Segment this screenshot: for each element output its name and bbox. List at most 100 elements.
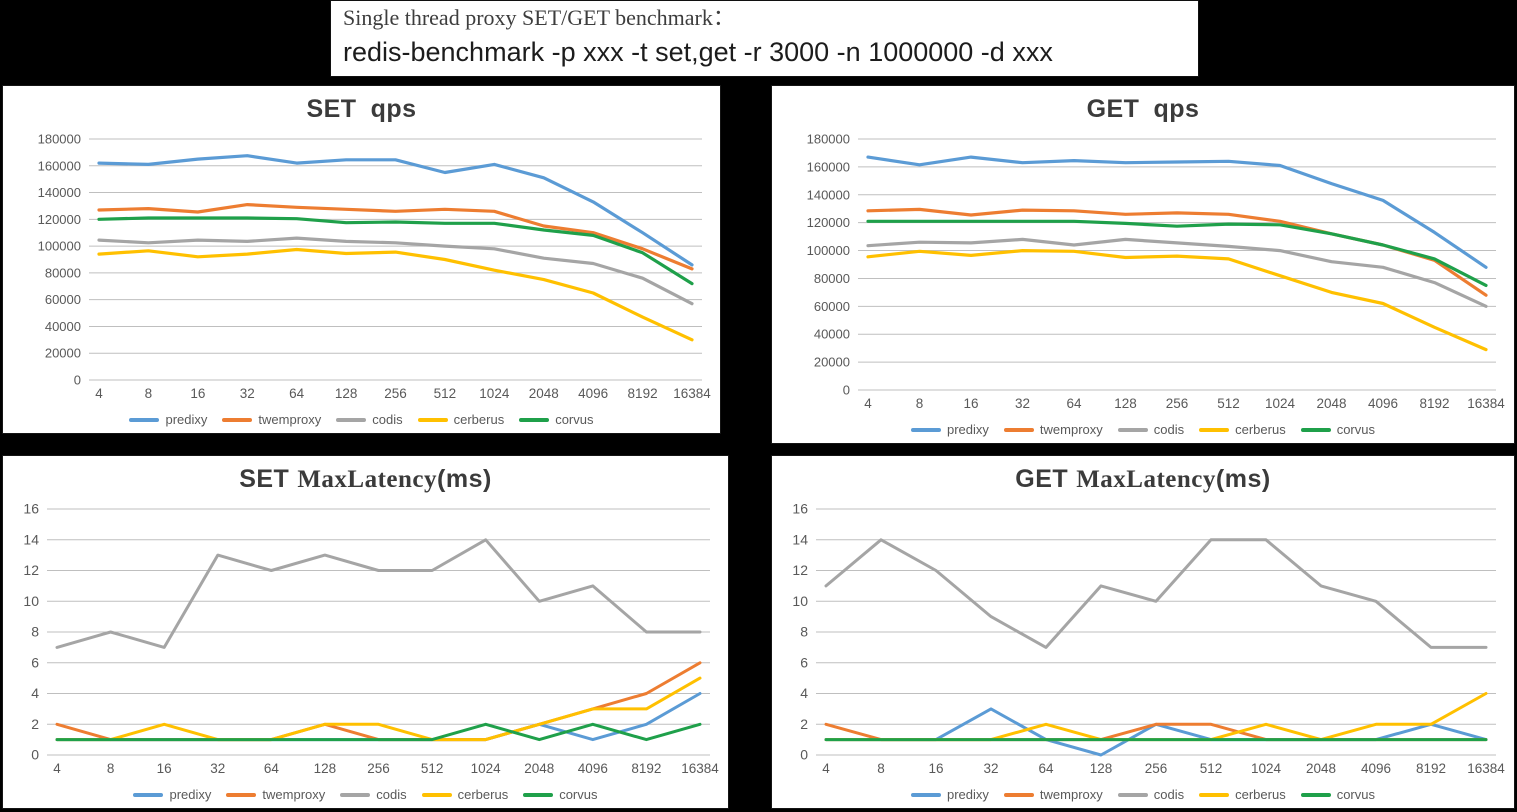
get-qps-svg: 0 20000 40000 60000 80000 100000 120000 140000 1… <box>807 132 1506 412</box>
x-axis-tick-label: 1024 <box>1265 396 1296 411</box>
y-axis-tick-label: 20000 <box>814 355 850 370</box>
twemproxy-legend-label: twemproxy <box>1039 422 1103 437</box>
y-axis-tick-label: 40000 <box>814 327 850 342</box>
series-line-corvus <box>97 216 694 286</box>
x-axis-tick-label: 4 <box>53 761 61 776</box>
y-axis-tick-label: 120000 <box>38 212 81 227</box>
twemproxy-legend-swatch <box>1003 792 1034 797</box>
y-axis-tick-label: 8 <box>31 624 39 640</box>
y-axis-tick-label: 4 <box>800 685 808 701</box>
x-axis-tick-label: 256 <box>1166 396 1189 411</box>
set-qps-svg: 0 20000 40000 60000 80000 100000 120000 140000 1… <box>38 132 712 402</box>
twemproxy-legend-swatch <box>1003 427 1034 432</box>
legend-item-corvus: corvus <box>1300 787 1375 802</box>
chart-title-prefix: SET <box>306 95 357 123</box>
codis-legend-label: codis <box>1153 422 1185 437</box>
set-maxlatency-legend: predixy twemproxy codis cerberus corvus <box>3 781 728 808</box>
x-axis-tick-label: 2048 <box>529 386 559 401</box>
x-axis-tick-label: 16384 <box>1467 761 1505 776</box>
y-axis-tick-label: 80000 <box>45 265 81 280</box>
series-line-predixy <box>866 155 1488 269</box>
get-qps-chart-title: GET qps <box>772 86 1514 129</box>
series-line-twemproxy <box>97 202 694 271</box>
y-axis-tick-label: 0 <box>31 747 39 763</box>
y-axis-tick-label: 16 <box>792 501 808 517</box>
cerberus-legend-label: cerberus <box>457 787 509 802</box>
x-axis-tick-label: 4096 <box>1361 761 1391 776</box>
x-axis-tick-label: 8 <box>107 761 115 776</box>
x-axis-tick-label: 1024 <box>479 386 510 401</box>
x-axis-tick-label: 512 <box>1200 761 1223 776</box>
x-axis-tick-label: 32 <box>240 386 255 401</box>
y-axis-tick-label: 40000 <box>45 319 81 334</box>
set-qps-legend: predixy twemproxy codis cerberus corvus <box>3 406 720 433</box>
series-line-codis <box>824 538 1488 649</box>
chart-title-suffix: (ms) <box>1215 465 1271 493</box>
get-qps-plot-area: 0 20000 40000 60000 80000 100000 120000 140000 1… <box>772 129 1514 416</box>
x-axis-tick-label: 8192 <box>1416 761 1446 776</box>
chart-title-mid: MaxLatency <box>297 466 438 493</box>
legend-item-twemproxy: twemproxy <box>1003 422 1103 437</box>
cerberus-legend-label: cerberus <box>1235 422 1286 437</box>
x-axis-tick-label: 256 <box>384 386 407 401</box>
y-axis-tick-label: 10 <box>23 593 39 609</box>
benchmark-title-box: Single thread proxy SET/GET benchmark： r… <box>330 0 1199 77</box>
x-axis-tick-label: 4 <box>864 396 872 411</box>
legend-item-corvus: corvus <box>523 787 598 802</box>
x-axis-tick-label: 128 <box>335 386 358 401</box>
x-axis-tick-label: 512 <box>434 386 457 401</box>
codis-legend-swatch <box>336 417 367 422</box>
x-axis-tick-label: 64 <box>289 386 305 401</box>
y-axis-tick-label: 16 <box>23 501 39 517</box>
legend-item-cerberus: cerberus <box>1199 422 1286 437</box>
get-maxlatency-chart-title: GET MaxLatency(ms) <box>772 456 1514 499</box>
legend-item-predixy: predixy <box>910 422 989 437</box>
chart-title-suffix: (ms) <box>437 465 492 493</box>
corvus-legend-swatch <box>523 792 554 797</box>
series-line-corvus <box>866 219 1488 287</box>
series-line-predixy <box>824 707 1488 757</box>
get-maxlatency-svg: 0 2 4 6 8 10 12 14 16 4 8 16 32 64 128 256 512 1024 2048 40… <box>792 501 1505 777</box>
y-axis-tick-label: 2 <box>800 716 808 732</box>
x-axis-tick-label: 16 <box>157 761 172 776</box>
predixy-legend-label: predixy <box>165 412 208 427</box>
corvus-legend-label: corvus <box>1336 422 1375 437</box>
y-axis-tick-label: 160000 <box>807 159 850 174</box>
corvus-legend-label: corvus <box>1336 787 1375 802</box>
x-axis-tick-label: 1024 <box>471 761 502 776</box>
set-maxlatency-chart-title: SET MaxLatency(ms) <box>3 456 728 499</box>
x-axis-tick-label: 4 <box>95 386 103 401</box>
y-axis-tick-label: 60000 <box>814 299 850 314</box>
series-line-cerberus <box>55 676 702 742</box>
y-axis-tick-label: 2 <box>31 716 39 732</box>
x-axis-tick-label: 8 <box>916 396 924 411</box>
y-axis-tick-label: 160000 <box>38 158 81 173</box>
y-axis-tick-label: 4 <box>31 685 39 701</box>
set-qps-chart-panel: SET qps 0 20000 40000 60000 80000 100000 120000… <box>2 85 721 434</box>
y-axis-tick-label: 0 <box>843 383 850 398</box>
codis-legend-swatch <box>1117 427 1148 432</box>
predixy-legend-swatch <box>129 417 160 422</box>
legend-item-codis: codis <box>1117 787 1184 802</box>
series-line-predixy <box>55 692 702 742</box>
x-axis-tick-label: 16384 <box>673 386 711 401</box>
series-line-cerberus <box>97 247 694 342</box>
y-axis-tick-label: 120000 <box>807 215 850 230</box>
y-axis-tick-label: 180000 <box>38 132 81 147</box>
series-line-codis <box>97 236 694 306</box>
twemproxy-legend-label: twemproxy <box>262 787 326 802</box>
cerberus-legend-swatch <box>417 417 448 422</box>
set-maxlatency-svg: 0 2 4 6 8 10 12 14 16 4 8 16 32 64 128 256 512 1024 2048 40… <box>23 501 719 777</box>
series-line-cerberus <box>866 248 1488 352</box>
legend-item-twemproxy: twemproxy <box>226 787 325 802</box>
x-axis-tick-label: 1024 <box>1251 761 1282 776</box>
chart-title-prefix: GET <box>1086 95 1140 123</box>
codis-legend-swatch <box>340 792 371 797</box>
x-axis-tick-label: 16 <box>928 761 943 776</box>
x-axis-tick-label: 2048 <box>1306 761 1336 776</box>
x-axis-tick-label: 8192 <box>628 386 658 401</box>
legend-item-codis: codis <box>1117 422 1185 437</box>
y-axis-tick-label: 100000 <box>38 239 81 254</box>
legend-item-cerberus: cerberus <box>417 412 504 427</box>
y-axis-tick-label: 10 <box>792 593 808 609</box>
